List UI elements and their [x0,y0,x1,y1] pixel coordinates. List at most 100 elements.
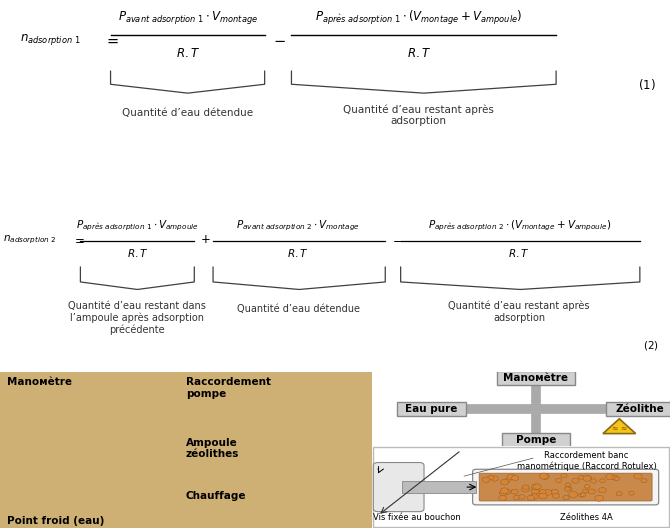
Circle shape [572,478,579,483]
Text: Pompe: Pompe [516,435,556,445]
Circle shape [583,476,591,481]
Circle shape [634,474,642,479]
Circle shape [511,489,519,494]
Circle shape [567,487,572,491]
Circle shape [507,474,515,480]
Text: Raccordement banc
manométrique (Raccord Rotulex): Raccordement banc manométrique (Raccord … [517,451,657,472]
FancyBboxPatch shape [497,371,575,385]
Text: $-$: $-$ [273,32,286,48]
FancyBboxPatch shape [397,402,466,416]
Text: $P_{apr\grave{e}s\ adsorption\ 1}\cdot(V_{montage}+V_{ampoule})$: $P_{apr\grave{e}s\ adsorption\ 1}\cdot(V… [315,9,523,27]
Text: Manoмètre: Manoмètre [503,373,568,383]
FancyBboxPatch shape [472,469,659,505]
Circle shape [521,486,529,492]
Text: $P_{apr\grave{e}s\ adsorption\ 2}\cdot(V_{montage}+V_{ampoule})$: $P_{apr\grave{e}s\ adsorption\ 2}\cdot(V… [427,219,611,233]
Text: $R.T$: $R.T$ [509,247,530,259]
Circle shape [482,477,490,483]
Circle shape [579,475,584,479]
Text: $=$: $=$ [72,233,85,247]
Text: Point froid (eau): Point froid (eau) [7,515,105,525]
Circle shape [511,475,519,480]
FancyBboxPatch shape [373,463,424,512]
Circle shape [513,495,520,500]
Bar [402,482,476,493]
Text: $=$: $=$ [104,32,119,48]
Text: $R.T$: $R.T$ [176,46,200,60]
Text: Manoмètre: Manoмètre [7,377,72,387]
Circle shape [561,474,567,478]
Text: $P_{avant\ adsorption\ 2}\cdot V_{montage}$: $P_{avant\ adsorption\ 2}\cdot V_{montag… [237,219,360,233]
Text: $R.T$: $R.T$ [287,247,309,259]
Text: $n_{adsorption\ 2}$: $n_{adsorption\ 2}$ [3,233,57,246]
FancyBboxPatch shape [373,447,669,527]
FancyBboxPatch shape [0,372,372,528]
Circle shape [531,488,539,494]
Circle shape [584,476,592,480]
Circle shape [541,474,549,479]
Circle shape [539,489,546,495]
Circle shape [498,495,507,501]
Circle shape [564,487,570,491]
Circle shape [530,494,538,499]
Text: $+$: $+$ [200,233,210,247]
Text: $(2)$: $(2)$ [643,338,659,352]
Text: Quantité d’eau restant après
adsorption: Quantité d’eau restant après adsorption [448,301,590,323]
Circle shape [488,475,494,480]
Text: Quantité d’eau restant dans
l’ampoule après adsorption
précédente: Quantité d’eau restant dans l’ampoule ap… [68,301,206,335]
Circle shape [569,492,578,497]
Circle shape [505,489,511,494]
Circle shape [500,488,509,494]
Circle shape [527,495,535,501]
Circle shape [614,477,620,480]
Polygon shape [603,419,636,433]
Text: Quantité d’eau détendue: Quantité d’eau détendue [237,304,360,314]
Circle shape [553,494,559,498]
Circle shape [563,495,570,499]
Circle shape [543,489,552,495]
Circle shape [628,491,634,495]
Text: $(1)$: $(1)$ [638,77,655,92]
Circle shape [519,495,525,499]
Circle shape [490,476,498,481]
Circle shape [584,484,590,488]
Circle shape [499,491,507,496]
Circle shape [606,474,614,480]
Text: Zéolithe: Zéolithe [616,404,665,414]
Text: $R.T$: $R.T$ [407,46,431,60]
Text: Quantité d’eau restant après
adsorption: Quantité d’eau restant après adsorption [343,104,494,126]
Text: Chauffage: Chauffage [186,491,247,501]
Text: $-$: $-$ [392,233,403,247]
FancyBboxPatch shape [479,473,652,501]
Text: Ampoule
zéolithes: Ampoule zéolithes [186,438,239,459]
Circle shape [590,479,596,483]
Text: $P_{avant\ adsorption\ 1}\cdot V_{montage}$: $P_{avant\ adsorption\ 1}\cdot V_{montag… [117,10,258,26]
Text: Raccordement
pompe: Raccordement pompe [186,377,271,399]
Text: Quantité d’eau détendue: Quantité d’eau détendue [122,108,253,118]
Circle shape [533,484,541,489]
Circle shape [531,484,540,490]
Circle shape [551,489,559,495]
Circle shape [612,476,618,480]
FancyBboxPatch shape [502,433,570,447]
Text: $R.T$: $R.T$ [127,247,148,259]
Circle shape [588,489,596,494]
Text: Vis fixée au bouchon: Vis fixée au bouchon [373,513,460,522]
Circle shape [580,493,586,497]
Text: Eau pure: Eau pure [405,404,458,414]
Circle shape [641,479,647,483]
Circle shape [598,487,606,493]
FancyBboxPatch shape [606,402,670,416]
Circle shape [583,489,588,493]
Text: Zéolithes 4A: Zéolithes 4A [560,513,613,522]
Circle shape [539,473,548,479]
Circle shape [600,479,605,483]
Circle shape [565,483,571,487]
Circle shape [539,493,547,499]
FancyBboxPatch shape [0,372,372,528]
Circle shape [555,478,561,483]
Text: $P_{apr\grave{e}s\ adsorption\ 1}\cdot V_{ampoule}$: $P_{apr\grave{e}s\ adsorption\ 1}\cdot V… [76,219,199,233]
Circle shape [505,478,511,482]
Circle shape [500,479,509,485]
Circle shape [616,492,622,496]
Text: $\approx\approx$: $\approx\approx$ [610,423,628,432]
